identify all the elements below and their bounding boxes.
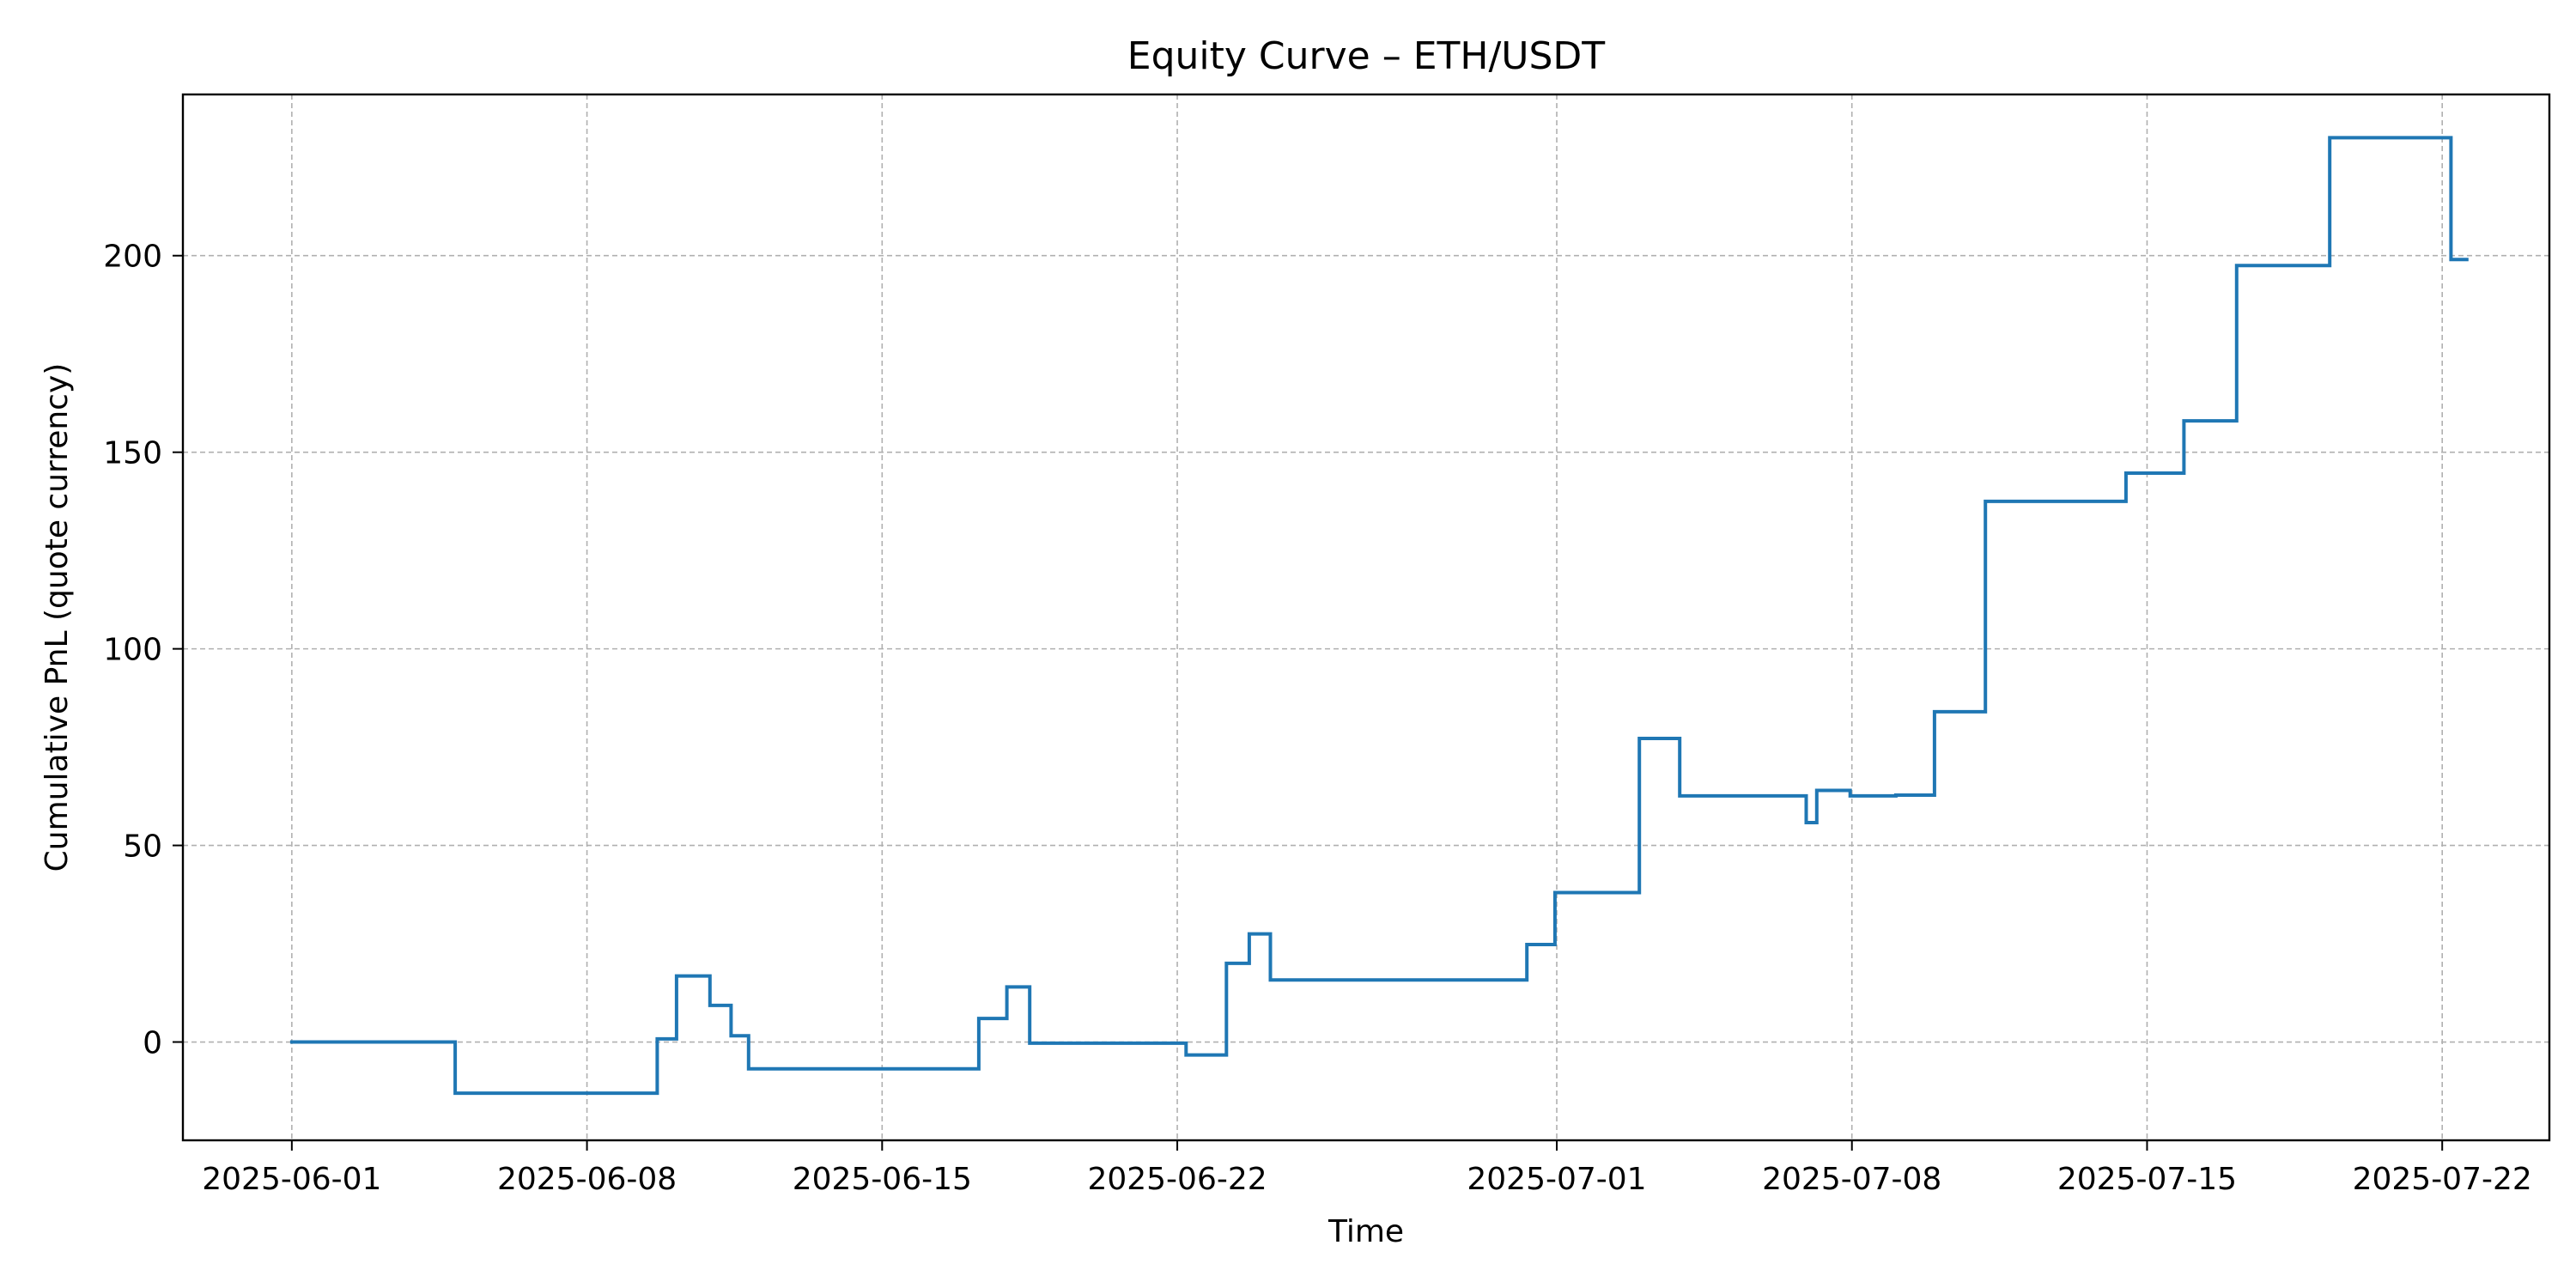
y-tick-label: 200: [103, 240, 162, 275]
y-tick-label: 100: [103, 633, 162, 668]
x-tick-label: 2025-07-15: [2057, 1162, 2237, 1197]
x-tick-label: 2025-07-01: [1467, 1162, 1646, 1197]
grid-layer: [183, 94, 2549, 1140]
y-axis-title: Cumulative PnL (quote currency): [39, 363, 75, 872]
y-tick-label: 50: [123, 829, 162, 865]
x-tick-label: 2025-06-01: [202, 1162, 381, 1197]
x-tick-label: 2025-07-22: [2353, 1162, 2532, 1197]
x-axis-title: Time: [1327, 1214, 1404, 1249]
x-tick-label: 2025-06-08: [497, 1162, 677, 1197]
y-axis: 0 50 100 150 200: [103, 240, 183, 1061]
series-layer: [289, 136, 2469, 1096]
equity-series-line: [289, 136, 2469, 1096]
plot-frame: [181, 93, 2551, 1142]
chart-title: Equity Curve – ETH/USDT: [1127, 34, 1606, 78]
y-tick-label: 150: [103, 436, 162, 471]
x-axis: 2025-06-01 2025-06-08 2025-06-15 2025-06-22…: [202, 1140, 2532, 1197]
x-tick-label: 2025-06-22: [1087, 1162, 1267, 1197]
y-tick-label: 0: [143, 1026, 162, 1061]
x-tick-label: 2025-07-08: [1762, 1162, 1941, 1197]
x-tick-label: 2025-06-15: [793, 1162, 972, 1197]
